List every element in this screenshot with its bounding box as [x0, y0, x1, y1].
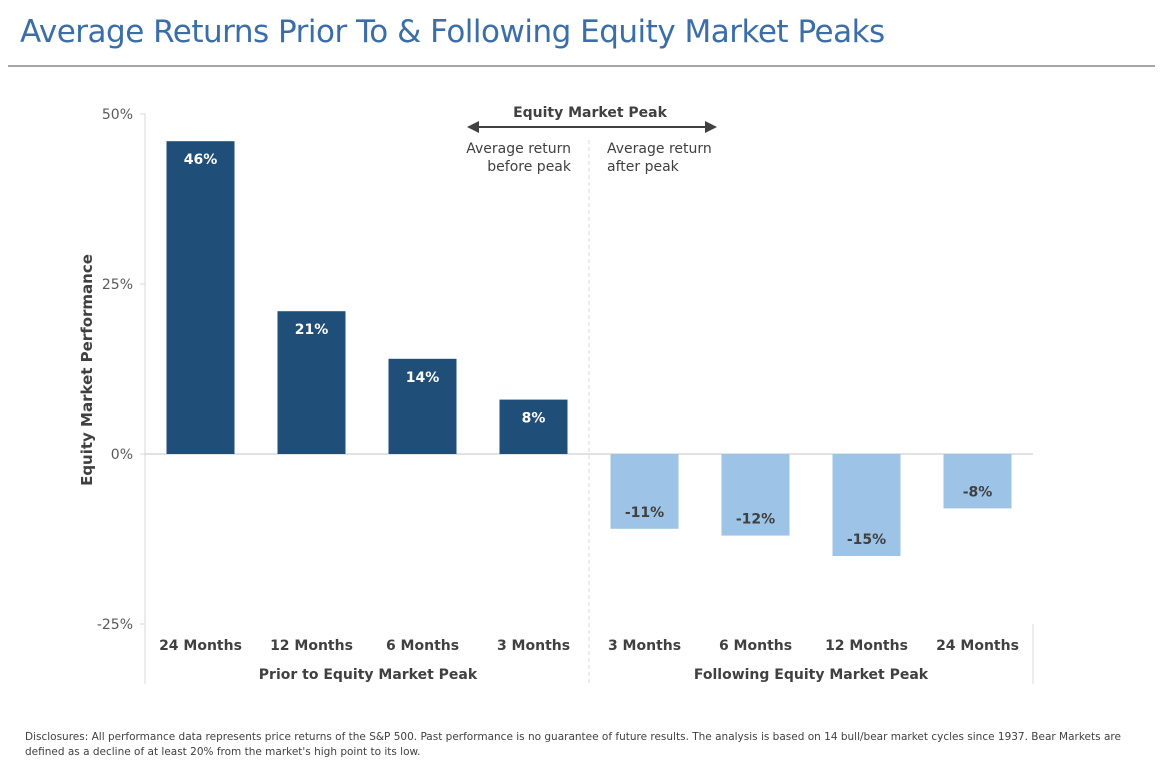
before-peak-note-line2: before peak: [487, 159, 572, 175]
category-label: 24 Months: [936, 638, 1019, 654]
bar-prior-0: [166, 141, 235, 454]
bar-following-7: [943, 454, 1012, 509]
group-label-prior: Prior to Equity Market Peak: [259, 667, 478, 683]
y-tick-label: -25%: [97, 617, 133, 633]
after-peak-note-line2: after peak: [607, 159, 680, 175]
category-labels: 24 Months 12 Months 6 Months 3 Months 3 Mont…: [159, 638, 1019, 654]
bars: [166, 141, 1012, 556]
disclosure-text: Disclosures: All performance data repres…: [25, 731, 1121, 758]
bar-following-4: [610, 454, 679, 529]
bar-prior-2: [388, 358, 457, 454]
bar-following-6: [832, 454, 901, 556]
category-label: 6 Months: [386, 638, 459, 654]
after-peak-note-line1: Average return: [607, 141, 712, 157]
data-label: 8%: [522, 411, 546, 427]
data-label: 14%: [406, 370, 440, 386]
arrow-left-icon: [467, 121, 479, 133]
arrow-right-icon: [705, 121, 717, 133]
y-tick-label: 50%: [102, 107, 133, 123]
y-axis-label: Equity Market Performance: [78, 254, 96, 486]
data-label: 46%: [184, 152, 218, 168]
y-tick-label: 0%: [111, 447, 133, 463]
axes: 50% 25% 0% -25%: [97, 107, 1034, 684]
category-label: 3 Months: [497, 638, 570, 654]
category-label: 24 Months: [159, 638, 242, 654]
peak-annotation-title: Equity Market Peak: [513, 105, 668, 121]
data-label: -15%: [847, 532, 886, 548]
bar-prior-1: [277, 311, 346, 454]
y-tick-label: 25%: [102, 277, 133, 293]
category-label: 3 Months: [608, 638, 681, 654]
data-label: 21%: [295, 322, 329, 338]
category-label: 6 Months: [719, 638, 792, 654]
data-label: -8%: [963, 484, 993, 500]
data-label: -12%: [736, 512, 775, 528]
bar-following-5: [721, 454, 790, 536]
data-labels: 46% 21% 14% 8% -11% -12% -15% -8%: [184, 152, 993, 548]
data-label: -11%: [625, 505, 664, 521]
bar-prior-3: [499, 399, 568, 454]
category-label: 12 Months: [825, 638, 908, 654]
category-label: 12 Months: [270, 638, 353, 654]
bar-chart: 50%25%0%-25% 46%21%14%8%-11% -12%-15%-8% …: [78, 105, 1034, 684]
title-divider: [8, 65, 1155, 67]
group-label-following: Following Equity Market Peak: [694, 667, 929, 683]
before-peak-note-line1: Average return: [466, 141, 571, 157]
page-title: Average Returns Prior To & Following Equ…: [20, 14, 885, 50]
